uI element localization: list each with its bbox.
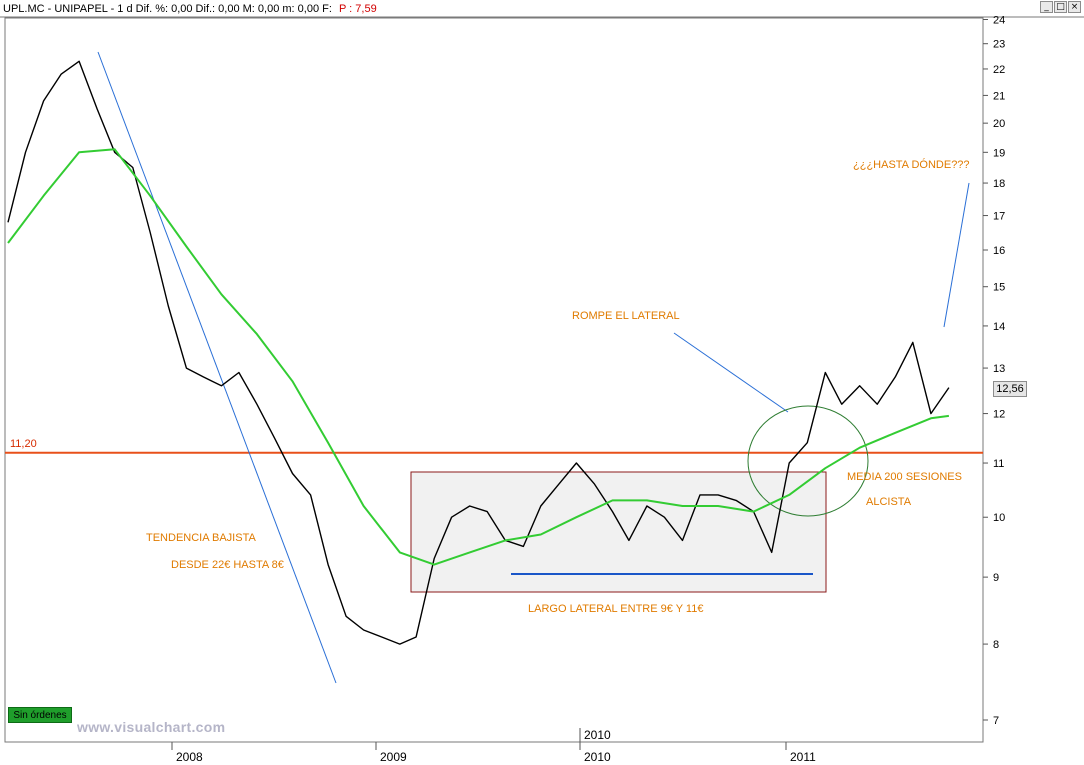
y-tick-label: 21 bbox=[993, 90, 1005, 102]
y-tick-label: 14 bbox=[993, 321, 1005, 333]
annotation-ma-2: ALCISTA bbox=[866, 496, 912, 508]
y-tick-label: 17 bbox=[993, 211, 1005, 223]
maximize-button[interactable]: □ bbox=[1054, 1, 1067, 13]
y-tick-label: 15 bbox=[993, 282, 1005, 294]
lateral-range-box bbox=[410, 471, 827, 593]
annotation-trend-2: DESDE 22€ HASTA 8€ bbox=[171, 559, 284, 571]
y-tick-label: 13 bbox=[993, 363, 1005, 375]
downtrend-line bbox=[97, 51, 337, 684]
y-tick-label: 7 bbox=[993, 715, 999, 727]
plot-frame bbox=[4, 17, 984, 743]
annotation-lateral: LARGO LATERAL ENTRE 9€ Y 11€ bbox=[528, 603, 703, 615]
question-callout-line bbox=[943, 182, 970, 328]
header-title: UPL.MC - UNIPAPEL - 1 d Dif. %: 0,00 Dif… bbox=[3, 3, 332, 15]
level-label: 11,20 bbox=[10, 438, 37, 450]
annotation-breakout: ROMPE EL LATERAL bbox=[572, 310, 680, 322]
header-p-value: P : 7,59 bbox=[338, 3, 377, 15]
minimize-button[interactable]: _ bbox=[1040, 1, 1053, 13]
annotation-ma-1: MEDIA 200 SESIONES bbox=[847, 471, 962, 483]
chart-header: UPL.MC - UNIPAPEL - 1 d Dif. %: 0,00 Dif… bbox=[3, 1, 377, 17]
orders-status-button[interactable]: Sin órdenes bbox=[8, 707, 72, 723]
y-tick-label: 18 bbox=[993, 178, 1005, 190]
close-button[interactable]: × bbox=[1068, 1, 1081, 13]
y-tick-label: 10 bbox=[993, 512, 1005, 524]
y-tick-label: 9 bbox=[993, 572, 999, 584]
x-tick-label: 2009 bbox=[380, 750, 407, 764]
window-buttons: _ □ × bbox=[1040, 1, 1081, 13]
annotation-question: ¿¿¿HASTA DÓNDE??? bbox=[853, 158, 970, 171]
watermark: www.visualchart.com bbox=[77, 719, 226, 735]
y-tick-label: 16 bbox=[993, 245, 1005, 257]
breakout-ellipse bbox=[747, 405, 869, 517]
annotation-trend-1: TENDENCIA BAJISTA bbox=[146, 532, 256, 544]
y-tick-label: 8 bbox=[993, 639, 999, 651]
y-tick-label: 23 bbox=[993, 39, 1005, 51]
y-tick-label: 22 bbox=[993, 64, 1005, 76]
x-tick-label: 2011 bbox=[790, 750, 816, 764]
ma200-line bbox=[7, 148, 950, 566]
x-tick-label: 2010 bbox=[584, 750, 611, 764]
breakout-callout-line bbox=[673, 332, 789, 413]
x-tick-label-extra: 2010 bbox=[584, 728, 611, 742]
x-tick-label: 2008 bbox=[176, 750, 203, 764]
y-tick-label: 12 bbox=[993, 409, 1005, 421]
price-line bbox=[7, 60, 950, 645]
y-tick-label: 20 bbox=[993, 118, 1005, 130]
y-tick-label: 11 bbox=[993, 458, 1004, 470]
current-price-tag: 12,56 bbox=[993, 381, 1027, 397]
y-tick-label: 24 bbox=[993, 15, 1005, 27]
y-tick-label: 19 bbox=[993, 147, 1005, 159]
